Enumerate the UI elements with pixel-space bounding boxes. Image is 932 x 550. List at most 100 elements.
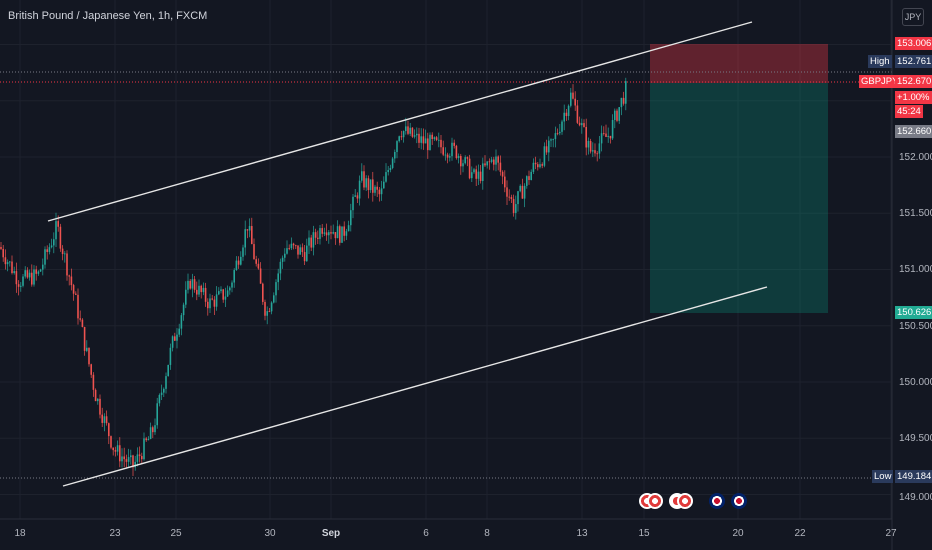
candle-body (420, 136, 422, 143)
candle-body (11, 261, 13, 274)
candle-body (603, 133, 605, 135)
low-price-label: 149.184 (895, 470, 932, 483)
event-flag-icon[interactable] (647, 493, 663, 509)
candle-body (581, 123, 583, 126)
candle-body (314, 232, 317, 238)
candle-body (299, 247, 301, 255)
candle-body (451, 142, 453, 157)
candle-body (398, 136, 400, 142)
candle-body (127, 457, 130, 462)
candle-body (385, 172, 387, 182)
last-price-label: 152.670 (895, 75, 932, 88)
candle-body (180, 315, 183, 329)
change-label: +1.00% (895, 91, 932, 104)
candle-body (152, 427, 154, 433)
candle-body (614, 110, 616, 120)
candle-body (625, 81, 627, 104)
candle-body (334, 232, 337, 239)
candle-body (257, 263, 260, 269)
candle-body (583, 123, 585, 127)
candle-body (55, 221, 57, 240)
candle-body (620, 97, 623, 108)
candle-body (273, 295, 275, 303)
candle-body (592, 150, 594, 152)
candle-body (198, 285, 200, 295)
candle-body (526, 176, 528, 186)
price-tick: 151.500 (899, 208, 932, 219)
candle-body (169, 347, 172, 365)
profit-zone (650, 83, 828, 313)
candle-body (523, 185, 526, 199)
candle-body (598, 143, 601, 154)
candle-body (171, 336, 174, 348)
candle-body (130, 455, 132, 458)
candle-body (528, 176, 530, 180)
candle-body (242, 247, 244, 257)
candle-body (0, 247, 2, 249)
candle-body (402, 131, 405, 138)
candle-body (488, 161, 491, 163)
candle-body (455, 145, 458, 159)
chart-title: British Pound / Japanese Yen, 1h, FXCM (8, 10, 208, 22)
candle-body (319, 228, 321, 239)
candle-body (429, 134, 431, 151)
candle-body (616, 110, 618, 121)
candle-body (92, 374, 95, 390)
candle-body (31, 272, 33, 285)
candle-body (596, 153, 598, 155)
candle-body (101, 414, 103, 423)
candle-body (409, 127, 411, 134)
candle-body (484, 163, 486, 166)
candle-body (477, 171, 480, 179)
candle-body (512, 198, 515, 213)
event-flag-icon[interactable] (709, 493, 725, 509)
candle-body (495, 156, 497, 165)
candle-body (378, 189, 381, 195)
candle-body (295, 245, 297, 247)
event-flag-icon[interactable] (731, 493, 747, 509)
candle-body (394, 152, 396, 159)
candle-body (286, 248, 288, 254)
candle-body (158, 394, 161, 404)
candle-body (431, 134, 433, 139)
candle-body (308, 237, 310, 246)
currency-button[interactable]: JPY (902, 8, 924, 26)
candle-body (515, 204, 517, 213)
candle-body (26, 270, 29, 278)
candle-body (24, 270, 26, 277)
candle-body (88, 347, 90, 365)
candle-body (585, 126, 587, 148)
candle-body (251, 226, 253, 245)
candle-body (191, 279, 194, 289)
candle-body (372, 179, 374, 193)
candle-body (189, 280, 191, 289)
candle-body (292, 243, 295, 246)
candle-body (229, 287, 231, 291)
candle-body (482, 163, 484, 182)
candle-body (618, 107, 620, 121)
candle-body (521, 185, 524, 199)
candle-body (376, 186, 378, 190)
channel-upper-line (47, 21, 753, 222)
candle-body (493, 159, 495, 165)
candle-body (79, 318, 81, 320)
candle-body (347, 225, 350, 232)
candle-body (358, 180, 361, 199)
candle-body (134, 461, 136, 468)
candle-body (50, 245, 53, 248)
candle-body (475, 169, 477, 179)
candle-body (138, 454, 141, 457)
event-flag-icon[interactable] (677, 493, 693, 509)
candle-body (176, 334, 178, 341)
candle-body (411, 127, 414, 137)
candle-body (504, 176, 506, 188)
candle-body (284, 253, 286, 258)
candle-body (57, 221, 59, 227)
candle-body (576, 105, 579, 123)
candle-body (301, 247, 304, 253)
candle-body (59, 226, 62, 249)
price-tick: 150.500 (899, 321, 932, 332)
candle-body (306, 245, 308, 262)
candle-body (81, 319, 84, 327)
